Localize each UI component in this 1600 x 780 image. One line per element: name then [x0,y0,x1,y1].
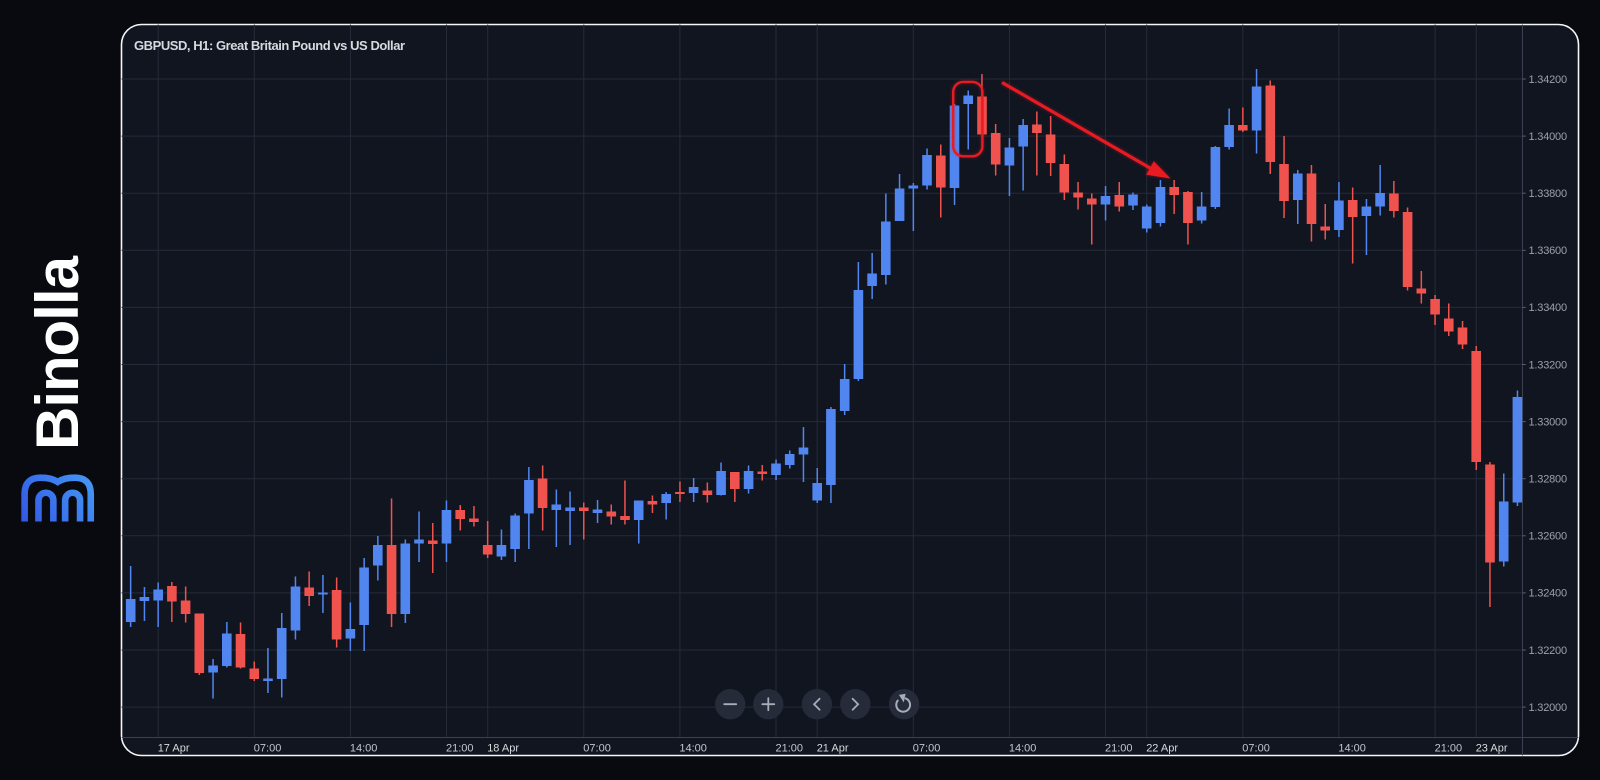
svg-text:18 Apr: 18 Apr [487,743,519,755]
svg-text:23 Apr: 23 Apr [1476,743,1508,755]
svg-text:07:00: 07:00 [583,743,611,755]
svg-text:1.32600: 1.32600 [1529,531,1567,543]
svg-text:1.34200: 1.34200 [1529,74,1567,86]
svg-text:1.33600: 1.33600 [1529,245,1567,257]
svg-text:1.32800: 1.32800 [1529,474,1567,486]
svg-text:14:00: 14:00 [1338,743,1366,755]
svg-text:21 Apr: 21 Apr [817,743,849,755]
svg-text:1.33400: 1.33400 [1529,302,1567,314]
svg-text:GBPUSD, H1: Great Britain Poun: GBPUSD, H1: Great Britain Pound vs US Do… [134,38,405,53]
svg-text:1.32400: 1.32400 [1529,588,1567,600]
svg-text:Binolla: Binolla [24,255,91,450]
svg-text:07:00: 07:00 [254,743,282,755]
svg-text:22 Apr: 22 Apr [1146,743,1178,755]
svg-text:1.32000: 1.32000 [1529,702,1567,714]
svg-text:1.34000: 1.34000 [1529,131,1567,143]
svg-text:1.32200: 1.32200 [1529,645,1567,657]
svg-text:14:00: 14:00 [679,743,707,755]
svg-text:1.33000: 1.33000 [1529,416,1567,428]
svg-text:21:00: 21:00 [1105,743,1133,755]
svg-text:1.33200: 1.33200 [1529,359,1567,371]
svg-text:17 Apr: 17 Apr [158,743,190,755]
svg-text:21:00: 21:00 [776,743,804,755]
svg-text:1.33800: 1.33800 [1529,188,1567,200]
svg-text:21:00: 21:00 [446,743,474,755]
svg-text:07:00: 07:00 [1242,743,1270,755]
svg-text:14:00: 14:00 [1009,743,1037,755]
svg-text:07:00: 07:00 [913,743,941,755]
svg-text:14:00: 14:00 [350,743,378,755]
svg-text:21:00: 21:00 [1435,743,1463,755]
